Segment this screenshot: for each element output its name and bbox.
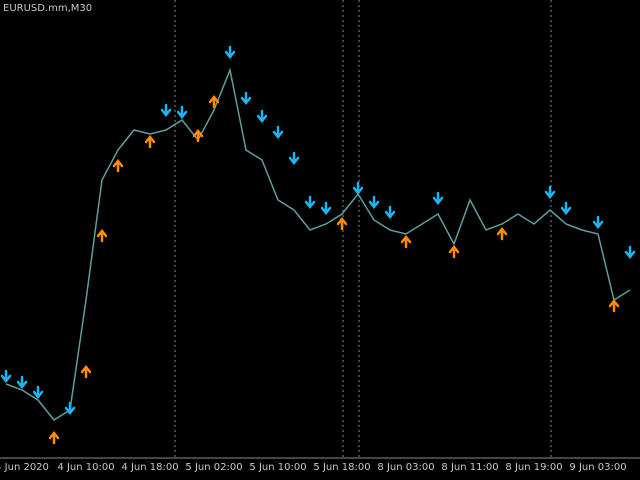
signal-arrow-up (208, 94, 220, 109)
signal-arrow-down (176, 105, 188, 120)
signal-arrow-down (64, 401, 76, 416)
signal-arrow-up (80, 364, 92, 379)
signal-arrow-down (592, 215, 604, 230)
signal-arrow-up (112, 158, 124, 173)
signal-arrow-down (368, 195, 380, 210)
signal-arrow-down (544, 185, 556, 200)
signal-arrow-down (240, 91, 252, 106)
signal-arrow-down (624, 245, 636, 260)
signal-arrow-up (448, 244, 460, 259)
signal-arrow-down (384, 205, 396, 220)
signal-arrow-down (16, 375, 28, 390)
chart-title: EURUSD.mm,M30 (3, 3, 92, 14)
signal-arrow-up (48, 430, 60, 445)
signal-arrow-down (256, 109, 268, 124)
price-line (5, 67, 631, 421)
signal-arrow-down (304, 195, 316, 210)
signal-arrow-up (400, 234, 412, 249)
signal-arrow-down (32, 385, 44, 400)
x-tick-label: 4 Jun 18:00 (121, 462, 178, 473)
x-tick-label: 9 Jun 03:00 (569, 462, 626, 473)
signal-arrow-down (288, 151, 300, 166)
x-tick-label: 4 Jun 10:00 (57, 462, 114, 473)
x-tick-label: 5 Jun 10:00 (249, 462, 306, 473)
signal-arrow-down (160, 103, 172, 118)
signal-arrow-up (192, 128, 204, 143)
x-tick-label: 5 Jun 02:00 (185, 462, 242, 473)
signal-arrow-up (496, 226, 508, 241)
signal-arrow-down (432, 191, 444, 206)
signal-arrow-down (352, 181, 364, 196)
x-tick-label: 8 Jun 03:00 (377, 462, 434, 473)
signal-arrow-up (336, 216, 348, 231)
x-tick-label: 5 Jun 18:00 (313, 462, 370, 473)
x-tick-label: 4 Jun 2020 (0, 462, 49, 473)
signal-arrow-up (96, 228, 108, 243)
signal-arrow-down (320, 201, 332, 216)
signal-arrow-down (0, 369, 12, 384)
x-tick-label: 8 Jun 11:00 (441, 462, 498, 473)
signal-arrow-down (560, 201, 572, 216)
signal-arrow-down (224, 45, 236, 60)
x-tick-label: 8 Jun 19:00 (505, 462, 562, 473)
signal-arrow-up (144, 134, 156, 149)
signal-arrow-down (272, 125, 284, 140)
signal-arrow-up (608, 298, 620, 313)
